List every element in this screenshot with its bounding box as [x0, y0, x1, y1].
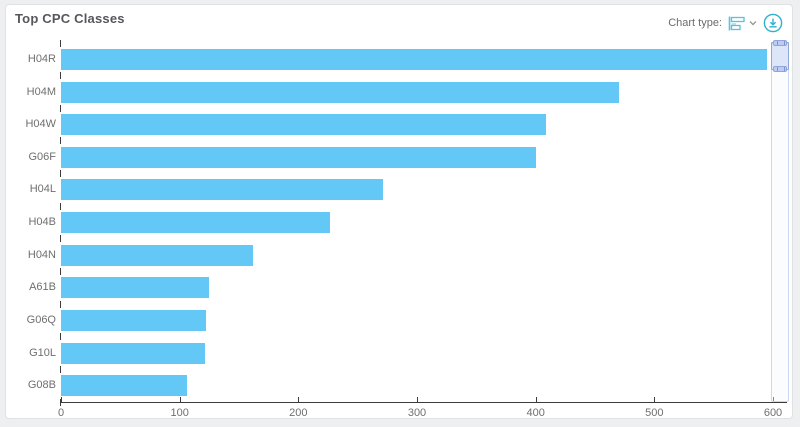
category-label-H04W: H04W	[25, 118, 56, 131]
x-axis-tick-label: 300	[407, 407, 427, 419]
horizontal-bar-chart-icon	[728, 16, 746, 31]
category-label-G10L: G10L	[29, 346, 56, 359]
x-axis-tick-label: 600	[763, 407, 783, 419]
x-axis-tick-label: 500	[645, 407, 664, 419]
y-axis-tick	[60, 137, 61, 145]
x-axis-tick	[61, 397, 62, 403]
page-title: Top CPC Classes	[15, 11, 125, 26]
bar-A61B[interactable]	[61, 277, 210, 299]
y-axis-tick	[60, 170, 61, 177]
header-controls: Chart type:	[668, 12, 783, 34]
scrollbar-track[interactable]	[771, 40, 789, 402]
bar-H04N[interactable]	[61, 244, 254, 266]
x-axis-line	[61, 402, 787, 403]
x-axis-tick	[773, 397, 774, 403]
bar-G10L[interactable]	[61, 342, 205, 364]
bar-H04B[interactable]	[61, 212, 331, 233]
category-label-H04R: H04R	[27, 52, 56, 65]
category-label-H04M: H04M	[26, 85, 56, 98]
category-label-G06F: G06F	[28, 150, 56, 163]
x-axis-tick	[535, 397, 537, 403]
y-axis-tick	[60, 268, 61, 275]
bar-G08B[interactable]	[61, 375, 187, 397]
y-axis-tick	[60, 300, 61, 308]
chart-type-label: Chart type:	[668, 17, 722, 29]
bar-H04R[interactable]	[61, 48, 768, 70]
x-axis-tick	[417, 397, 418, 403]
chart-type-button[interactable]	[728, 16, 757, 31]
bar-H04M[interactable]	[61, 81, 619, 103]
bar-G06Q[interactable]	[61, 309, 206, 331]
download-icon	[763, 13, 783, 33]
category-label-G06Q: G06Q	[26, 313, 56, 326]
bar-chart: H04R H04M H04W G06F H04L H04B H04N A61B G06Q G10L…	[6, 5, 792, 419]
bar-G06F[interactable]	[61, 146, 536, 168]
bar-H04W[interactable]	[61, 114, 547, 136]
category-label-G08B: G08B	[27, 379, 56, 392]
x-axis-tick-label: 200	[289, 407, 308, 419]
download-button[interactable]	[763, 13, 783, 33]
category-label-H04L: H04L	[29, 183, 56, 196]
scrollbar-grip-bottom[interactable]	[773, 66, 787, 72]
y-axis-tick	[60, 39, 61, 47]
scrollbar-thumb[interactable]	[771, 40, 789, 72]
y-axis-tick	[60, 398, 61, 406]
scrollbar-grip-top[interactable]	[773, 40, 787, 46]
chart-panel: Top CPC Classes Chart type:	[5, 4, 793, 419]
y-axis-tick	[60, 365, 61, 373]
y-axis-tick	[60, 104, 61, 112]
category-label-A61B: A61B	[29, 281, 56, 294]
x-axis-tick	[654, 397, 656, 403]
x-axis-tick	[179, 397, 181, 403]
x-axis-tick-label: 400	[526, 407, 545, 419]
category-label-H04N: H04N	[27, 248, 56, 261]
bar-H04L[interactable]	[61, 179, 383, 201]
x-axis-tick-label: 100	[170, 407, 189, 419]
y-axis-tick	[60, 333, 61, 341]
x-axis-tick-label: 0	[57, 407, 65, 419]
chevron-down-icon	[749, 20, 757, 26]
y-axis-tick	[60, 202, 61, 210]
category-label-H04B: H04B	[28, 216, 56, 228]
y-axis-tick	[60, 235, 61, 243]
x-axis-tick	[298, 397, 300, 403]
y-axis-tick	[60, 72, 61, 80]
